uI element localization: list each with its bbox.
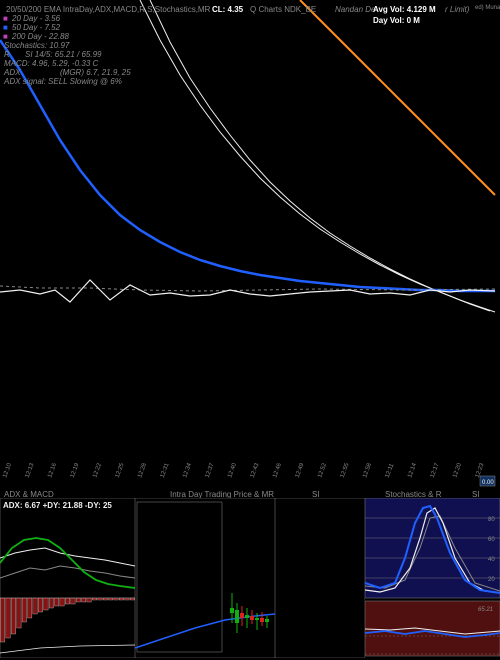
svg-text:12:52: 12:52 [317, 462, 328, 479]
svg-text:12:14: 12:14 [407, 462, 418, 479]
svg-text:80: 80 [488, 517, 495, 523]
svg-text:12:17: 12:17 [430, 462, 441, 479]
svg-text:12:20: 12:20 [452, 462, 463, 479]
intra-panel [135, 498, 275, 658]
svg-text:60: 60 [488, 537, 495, 543]
hdr-macd: MACD: 4.96, 5.29, -0.33 C [4, 59, 98, 68]
hdr-charts: Q Charts NDK_BE [250, 5, 316, 14]
svg-text:12:13: 12:13 [25, 462, 36, 479]
hdr-ema50: 50 Day - 7.52 [12, 23, 60, 32]
hdr-line1: 20/50/200 EMA IntraDay,ADX,MACD,R S,Stoc… [6, 5, 210, 14]
hdr-cl: CL: 4.35 [212, 5, 243, 14]
svg-text:12:31: 12:31 [160, 462, 171, 479]
svg-text:ADX: 6.67 +DY: 21.88 -DY: 25: ADX: 6.67 +DY: 21.88 -DY: 25 [3, 501, 112, 510]
svg-text:0.00: 0.00 [482, 480, 494, 486]
svg-text:12:11: 12:11 [385, 462, 396, 478]
hdr-r: R [4, 50, 10, 59]
svg-text:12:25: 12:25 [115, 462, 126, 479]
svg-text:12:40: 12:40 [227, 462, 238, 479]
hdr-rsi: SI 14/5: 65.21 / 65.99 [25, 50, 102, 59]
svg-text:12:10: 12:10 [2, 462, 13, 479]
svg-text:12:58: 12:58 [362, 462, 373, 479]
svg-text:12:55: 12:55 [340, 462, 351, 479]
adx-panel: ADX: 6.67 +DY: 21.88 -DY: 25 [0, 498, 135, 658]
svg-text:12:43: 12:43 [250, 462, 261, 479]
svg-text:12:19: 12:19 [70, 462, 81, 479]
svg-text:12:28: 12:28 [137, 462, 148, 479]
sq2: ■ [3, 23, 8, 32]
svg-text:12:16: 12:16 [47, 462, 58, 479]
hdr-nandan: Nandan De [335, 5, 375, 14]
hdr-ema20: 20 Day - 3.56 [12, 14, 60, 23]
svg-text:12:37: 12:37 [205, 462, 216, 479]
sq3: ■ [3, 32, 8, 41]
hdr-dayvol: Day Vol: 0 M [373, 16, 420, 25]
svg-text:12:22: 12:22 [92, 462, 103, 479]
si-panel [275, 498, 365, 658]
svg-text:12:49: 12:49 [295, 462, 306, 479]
svg-text:40: 40 [488, 557, 495, 563]
svg-text:65.21: 65.21 [478, 607, 493, 613]
hdr-stoch: Stochastics: 10.97 [4, 41, 69, 50]
hdr-ema200: 200 Day - 22.88 [12, 32, 69, 41]
hdr-avgvol: Avg Vol: 4.129 M [373, 5, 436, 14]
svg-text:20: 20 [488, 577, 495, 583]
sq1: ■ [3, 14, 8, 23]
svg-text:12:46: 12:46 [272, 462, 283, 479]
svg-text:12:34: 12:34 [182, 462, 193, 479]
hdr-adx-lbl: ADX [4, 68, 20, 77]
hdr-adx-signal: ADX signal: SELL Slowing @ 6% [4, 77, 122, 86]
hdr-source: ed) Munafasutra.com [475, 5, 500, 11]
stoch-panel: 80 60 40 20 65.21 [365, 498, 500, 658]
hdr-mgr: (MGR) 6.7, 21.9, 25 [60, 68, 131, 77]
bottom-panels: ADX: 6.67 +DY: 21.88 -DY: 25 80 60 40 20 65.… [0, 498, 500, 660]
hdr-limit: r Limit) [445, 5, 469, 14]
